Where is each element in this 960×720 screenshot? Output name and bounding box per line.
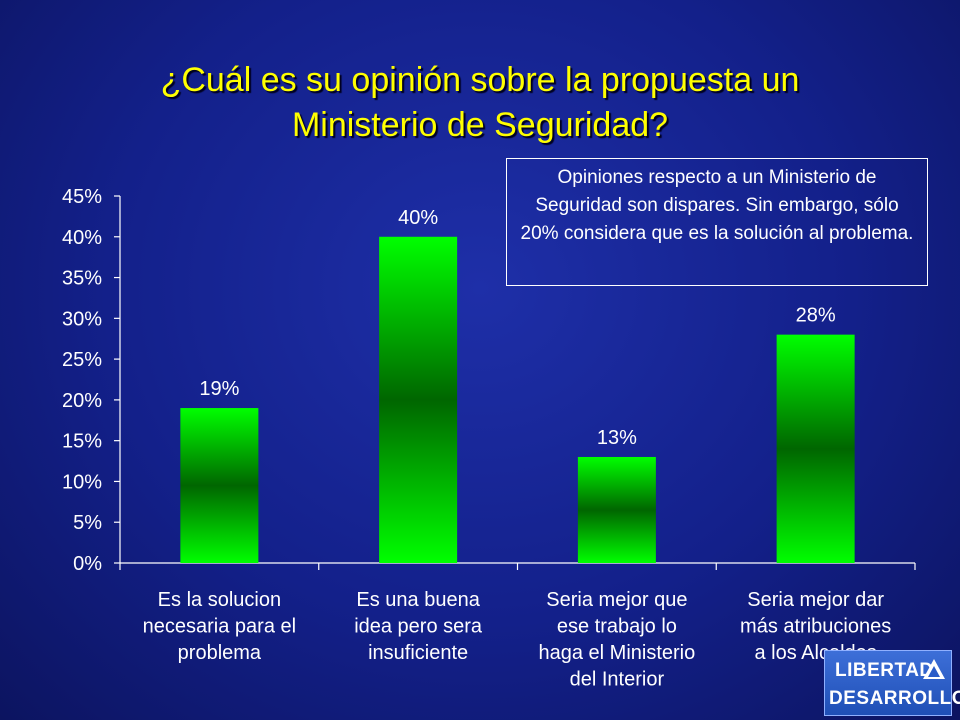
x-category-label: Seria mejor dar más atribuciones a los Alc… (740, 589, 891, 664)
y-tick-label: 0% (73, 553, 102, 575)
y-tick-label: 45% (62, 186, 102, 208)
data-label: 13% (597, 427, 637, 449)
slide-title-line-2: Ministerio de Seguridad? (291, 106, 669, 144)
x-category-label-line: insuficiente (368, 642, 468, 664)
bar (776, 334, 855, 563)
logo-emblem-icon (923, 659, 945, 679)
x-category-label-line: necesaria para el (143, 616, 296, 638)
logo-line-1: LIBERTAD (835, 660, 934, 681)
x-category-label-line: Es la solucion (158, 589, 281, 611)
x-category-label-line: haga el Ministerio (539, 642, 696, 664)
y-tick-label: 20% (62, 390, 102, 412)
y-tick-label: 5% (73, 512, 102, 534)
x-category-label-line: Seria mejor dar (747, 589, 884, 611)
x-category-label-line: problema (178, 642, 262, 664)
x-category-label: Es la solucion necesaria para el problema (143, 589, 296, 664)
data-label: 40% (398, 207, 438, 229)
x-category-label-line: Seria mejor que (546, 589, 687, 611)
x-category-label-line: más atribuciones (740, 616, 891, 638)
data-label: 19% (199, 378, 239, 400)
y-tick-label: 30% (62, 308, 102, 330)
bar (577, 456, 656, 563)
x-category-label-line: Es una buena (356, 589, 480, 611)
x-category-label: Es una buena idea pero sera insuficiente (354, 589, 483, 664)
x-category-label-line: del Interior (570, 669, 665, 691)
data-label: 28% (796, 305, 836, 327)
y-tick-label: 25% (62, 349, 102, 371)
y-tick-label: 15% (62, 431, 102, 453)
slide-title: ¿Cuál es su opinión sobre la propuesta u… (40, 58, 920, 148)
bar (379, 236, 458, 563)
libertad-desarrollo-logo: LIBERTAD DESARROLLO (824, 650, 960, 716)
x-category-label-line: idea pero sera (354, 616, 483, 638)
y-tick-label: 40% (62, 227, 102, 249)
bar (180, 408, 259, 563)
y-tick-label: 10% (62, 471, 102, 493)
x-category-label: Seria mejor que ese trabajo lo haga el Min… (539, 589, 696, 691)
y-tick-label: 35% (62, 268, 102, 290)
callout-note: Opiniones respecto a un Ministerio de Se… (506, 158, 928, 286)
logo-line-2: DESARROLLO (829, 688, 960, 709)
slide-title-line-1: ¿Cuál es su opinión sobre la propuesta u… (160, 61, 800, 99)
x-category-label-line: ese trabajo lo (557, 616, 677, 638)
